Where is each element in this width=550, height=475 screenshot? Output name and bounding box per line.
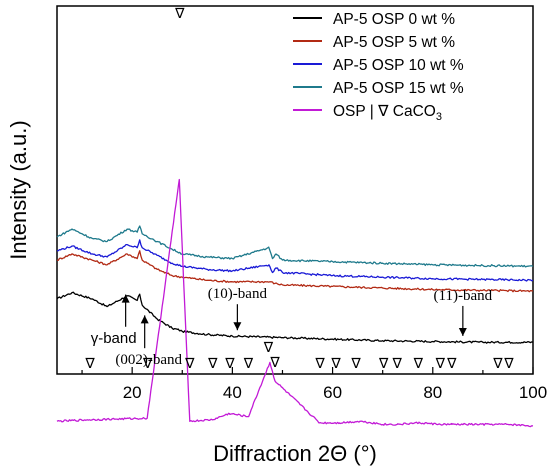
calcite-marker-0: ∇: [84, 357, 95, 372]
legend-label-4: OSP | ∇ CaCO3: [333, 103, 442, 123]
x-tick-label-40: 40: [223, 383, 242, 402]
calcite-marker-12: ∇: [378, 357, 389, 372]
calcite-marker-2: ∇: [174, 7, 185, 22]
x-tick-label-100: 100: [519, 383, 547, 402]
x-tick-label-20: 20: [123, 383, 142, 402]
plot-frame: [56, 5, 534, 375]
calcite-marker-11: ∇: [350, 357, 361, 372]
x-tick-layer: 20 40 60 80 100: [81, 367, 547, 402]
series-line-1: [56, 250, 534, 293]
calcite-marker-18: ∇: [503, 357, 514, 372]
calcite-marker-7: ∇: [263, 341, 274, 356]
series-line-0: [56, 291, 534, 344]
annotation-label-2: (10)-band: [208, 286, 268, 302]
annotation-arrow-head-3: [458, 327, 467, 336]
calcite-marker-6: ∇: [243, 357, 254, 372]
series-line-3: [56, 225, 534, 268]
legend-label-0: AP-5 OSP 0 wt %: [333, 11, 455, 28]
x-tick-label-60: 60: [323, 383, 342, 402]
x-tick-label-80: 80: [423, 383, 442, 402]
calcite-marker-layer: ∇ ∇∇∇ ∇ ∇ ∇∇∇ ∇ ∇ ∇ ∇ ∇ ∇ ∇ ∇ ∇ ∇: [84, 7, 514, 372]
calcite-marker-9: ∇: [314, 357, 325, 372]
annotation-arrow-head-2: [233, 322, 242, 331]
series-line-2: [56, 239, 534, 282]
calcite-marker-14: ∇: [413, 357, 424, 372]
legend-label-1: AP-5 OSP 5 wt %: [333, 34, 455, 51]
calcite-marker-17: ∇: [492, 357, 503, 372]
calcite-marker-3: ∇: [184, 357, 195, 372]
annotation-label-3: (11)-band: [434, 288, 493, 304]
annotation-arrow-head-1: [140, 315, 149, 324]
annotation-layer: γ-band (002)-band (10)-band (11)-band: [91, 286, 493, 368]
calcite-marker-13: ∇: [392, 357, 403, 372]
calcite-marker-5: ∇: [224, 357, 235, 372]
calcite-marker-16: ∇: [446, 357, 457, 372]
legend: AP-5 OSP 0 wt % AP-5 OSP 5 wt % AP-5 OSP 1…: [293, 11, 464, 123]
annotation-label-1: (002)-band: [115, 352, 182, 368]
calcite-marker-1: ∇: [142, 357, 153, 372]
calcite-marker-15: ∇: [435, 357, 446, 372]
legend-label-2: AP-5 OSP 10 wt %: [333, 57, 464, 74]
y-axis-label: Intensity (a.u.): [6, 120, 31, 259]
calcite-marker-10: ∇: [330, 357, 341, 372]
calcite-marker-8: ∇: [269, 356, 280, 371]
series-line-4: [56, 178, 534, 428]
legend-label-3: AP-5 OSP 15 wt %: [333, 80, 464, 97]
series-layer: [56, 178, 534, 428]
calcite-marker-4: ∇: [207, 357, 218, 372]
x-axis-label: Diffraction 2Θ (°): [213, 441, 377, 466]
annotation-arrow-head-0: [121, 294, 130, 303]
annotation-label-0: γ-band: [91, 330, 137, 347]
